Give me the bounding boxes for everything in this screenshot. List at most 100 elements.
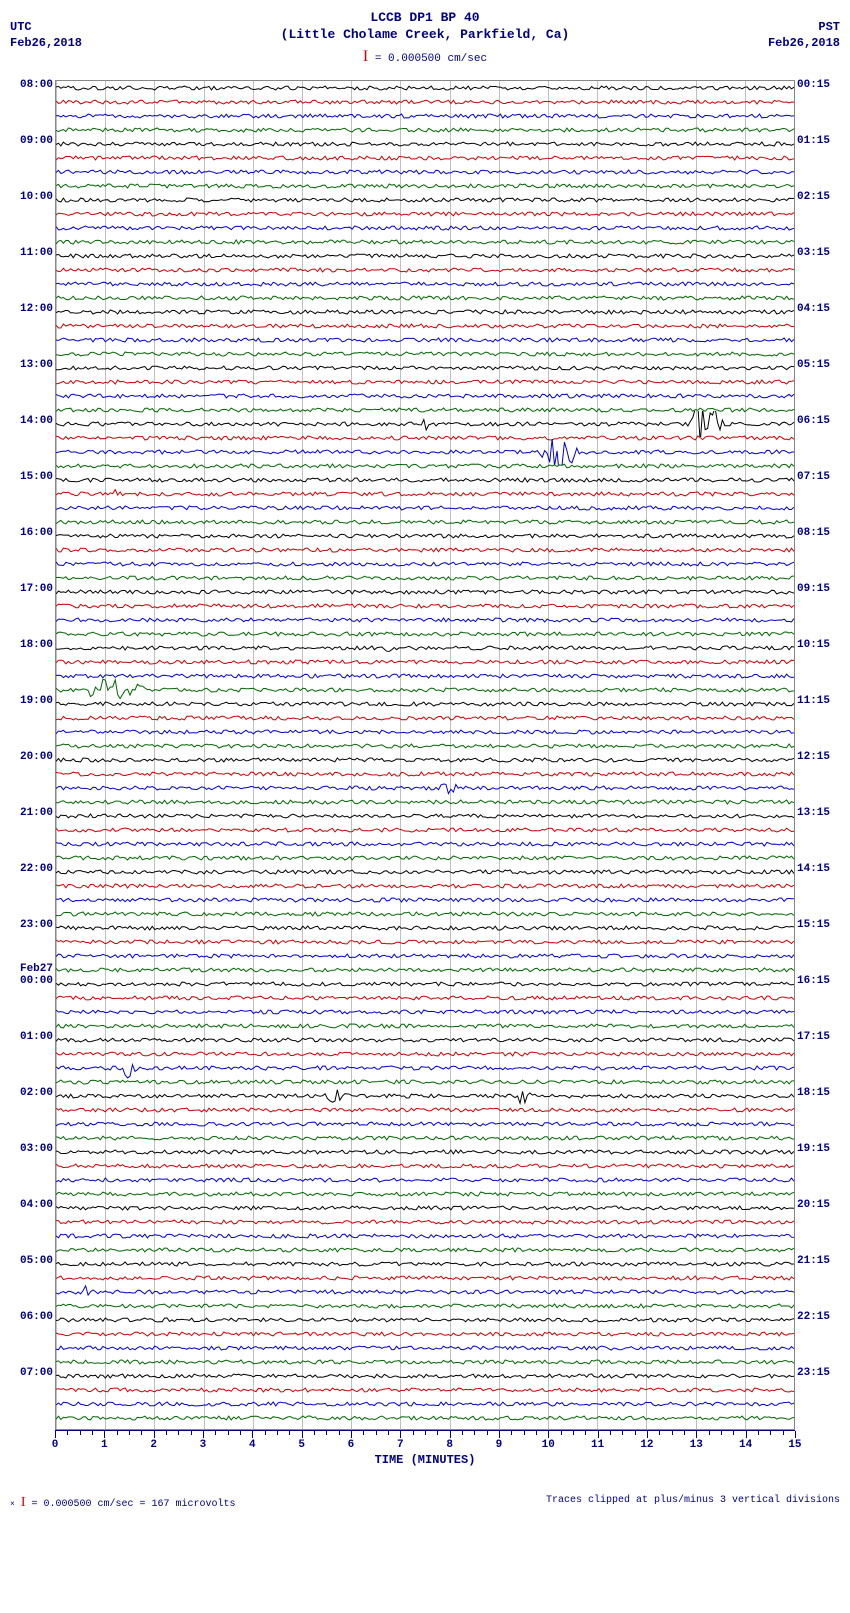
x-tick-major xyxy=(548,1431,549,1438)
x-tick-minor xyxy=(672,1431,673,1435)
x-tick-minor xyxy=(191,1431,192,1435)
x-tick-minor xyxy=(141,1431,142,1435)
x-tick-minor xyxy=(129,1431,130,1435)
seismogram-plot: 08:0000:1509:0001:1510:0002:1511:0003:15… xyxy=(55,80,795,1430)
x-tick-minor xyxy=(178,1431,179,1435)
x-tick-minor xyxy=(622,1431,623,1435)
x-tick-label: 3 xyxy=(193,1439,213,1451)
x-tick-major xyxy=(104,1431,105,1438)
x-tick-major xyxy=(351,1431,352,1438)
utc-hour-label: 06:00 xyxy=(11,1311,53,1323)
x-tick-major xyxy=(746,1431,747,1438)
x-tick-minor xyxy=(524,1431,525,1435)
x-tick-major xyxy=(647,1431,648,1438)
x-tick-minor xyxy=(67,1431,68,1435)
pst-hour-label: 01:15 xyxy=(797,135,839,147)
x-tick-major xyxy=(302,1431,303,1438)
pst-hour-label: 15:15 xyxy=(797,919,839,931)
x-tick-label: 5 xyxy=(292,1439,312,1451)
x-tick-minor xyxy=(339,1431,340,1435)
x-tick-minor xyxy=(733,1431,734,1435)
x-tick-minor xyxy=(585,1431,586,1435)
x-tick-minor xyxy=(511,1431,512,1435)
title-line2: (Little Cholame Creek, Parkfield, Ca) xyxy=(10,27,840,44)
pst-hour-label: 14:15 xyxy=(797,863,839,875)
utc-hour-label: 18:00 xyxy=(11,639,53,651)
pst-hour-label: 07:15 xyxy=(797,471,839,483)
utc-hour-label: 07:00 xyxy=(11,1367,53,1379)
utc-hour-label: 14:00 xyxy=(11,415,53,427)
left-date: Feb26,2018 xyxy=(10,36,82,52)
x-tick-label: 9 xyxy=(489,1439,509,1451)
x-tick-minor xyxy=(215,1431,216,1435)
x-tick-minor xyxy=(783,1431,784,1435)
x-tick-minor xyxy=(240,1431,241,1435)
x-tick-minor xyxy=(166,1431,167,1435)
right-date: Feb26,2018 xyxy=(768,36,840,52)
x-tick-minor xyxy=(289,1431,290,1435)
x-tick-minor xyxy=(474,1431,475,1435)
x-tick-minor xyxy=(117,1431,118,1435)
x-tick-minor xyxy=(684,1431,685,1435)
x-tick-label: 14 xyxy=(736,1439,756,1451)
x-tick-minor xyxy=(709,1431,710,1435)
utc-hour-label: 10:00 xyxy=(11,191,53,203)
footer: × I = 0.000500 cm/sec = 167 microvolts T… xyxy=(10,1495,840,1511)
x-tick-label: 10 xyxy=(538,1439,558,1451)
date-change-label: Feb27 xyxy=(11,963,53,975)
pst-hour-label: 09:15 xyxy=(797,583,839,595)
utc-hour-label: 23:00 xyxy=(11,919,53,931)
x-tick-minor xyxy=(228,1431,229,1435)
x-tick-minor xyxy=(326,1431,327,1435)
pst-hour-label: 04:15 xyxy=(797,303,839,315)
x-tick-label: 8 xyxy=(440,1439,460,1451)
x-tick-label: 7 xyxy=(390,1439,410,1451)
utc-hour-label: 01:00 xyxy=(11,1031,53,1043)
x-tick-marks xyxy=(55,1430,795,1439)
x-tick-major xyxy=(252,1431,253,1438)
gridline-v xyxy=(794,81,795,1429)
utc-hour-label: 16:00 xyxy=(11,527,53,539)
utc-hour-label: 08:00 xyxy=(11,79,53,91)
pst-hour-label: 06:15 xyxy=(797,415,839,427)
title-block: LCCB DP1 BP 40 (Little Cholame Creek, Pa… xyxy=(10,10,840,44)
scale-indicator: I = 0.000500 cm/sec xyxy=(10,48,840,66)
x-tick-label: 4 xyxy=(242,1439,262,1451)
pst-hour-label: 13:15 xyxy=(797,807,839,819)
x-tick-minor xyxy=(659,1431,660,1435)
x-tick-major xyxy=(203,1431,204,1438)
x-tick-minor xyxy=(413,1431,414,1435)
pst-hour-label: 18:15 xyxy=(797,1087,839,1099)
trace-row xyxy=(56,1411,794,1425)
utc-hour-label: 09:00 xyxy=(11,135,53,147)
pst-hour-label: 19:15 xyxy=(797,1143,839,1155)
utc-hour-label: 05:00 xyxy=(11,1255,53,1267)
utc-hour-label: 00:00 xyxy=(11,975,53,987)
left-tz: UTC xyxy=(10,20,82,36)
utc-hour-label: 19:00 xyxy=(11,695,53,707)
x-tick-major xyxy=(55,1431,56,1438)
utc-hour-label: 12:00 xyxy=(11,303,53,315)
x-tick-minor xyxy=(536,1431,537,1435)
pst-hour-label: 03:15 xyxy=(797,247,839,259)
x-tick-minor xyxy=(610,1431,611,1435)
x-tick-major xyxy=(795,1431,796,1438)
right-tz: PST xyxy=(768,20,840,36)
utc-hour-label: 13:00 xyxy=(11,359,53,371)
utc-hour-label: 17:00 xyxy=(11,583,53,595)
pst-hour-label: 05:15 xyxy=(797,359,839,371)
x-tick-major xyxy=(450,1431,451,1438)
left-timezone-block: UTC Feb26,2018 xyxy=(10,20,82,51)
x-tick-minor xyxy=(376,1431,377,1435)
pst-hour-label: 11:15 xyxy=(797,695,839,707)
x-tick-minor xyxy=(80,1431,81,1435)
x-tick-major xyxy=(154,1431,155,1438)
x-tick-major xyxy=(696,1431,697,1438)
x-tick-minor xyxy=(561,1431,562,1435)
x-tick-minor xyxy=(388,1431,389,1435)
pst-hour-label: 10:15 xyxy=(797,639,839,651)
pst-hour-label: 22:15 xyxy=(797,1311,839,1323)
x-tick-minor xyxy=(721,1431,722,1435)
x-tick-label: 6 xyxy=(341,1439,361,1451)
x-tick-minor xyxy=(92,1431,93,1435)
